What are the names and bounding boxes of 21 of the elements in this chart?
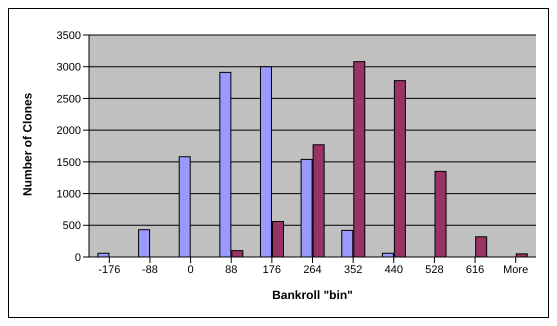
- x-tick-label: 616: [466, 264, 484, 276]
- y-tick-label: 500: [62, 220, 81, 232]
- x-tick-label: 440: [384, 264, 403, 276]
- x-tick-label: 528: [425, 264, 444, 276]
- x-tick-label: 264: [303, 264, 322, 276]
- x-tick-label: -88: [142, 264, 158, 276]
- y-tick-label: 2500: [56, 93, 81, 106]
- x-axis-title: Bankroll "bin": [272, 288, 353, 302]
- x-tick-label: 0: [188, 264, 194, 276]
- y-tick-label: 3500: [56, 30, 81, 42]
- y-tick-label: 1000: [56, 188, 81, 200]
- x-tick-label: More: [503, 264, 528, 276]
- x-tick-label: 176: [262, 264, 282, 276]
- y-tick-label: 0: [74, 252, 81, 264]
- y-tick-label: 3000: [56, 62, 81, 74]
- x-tick-label: 88: [225, 264, 238, 276]
- y-tick-label: 1500: [56, 156, 81, 169]
- x-tick-label: -176: [98, 264, 120, 276]
- x-tick-label: 352: [344, 264, 362, 276]
- y-axis-title: Number of Clones: [20, 92, 34, 196]
- y-tick-label: 2000: [56, 125, 81, 138]
